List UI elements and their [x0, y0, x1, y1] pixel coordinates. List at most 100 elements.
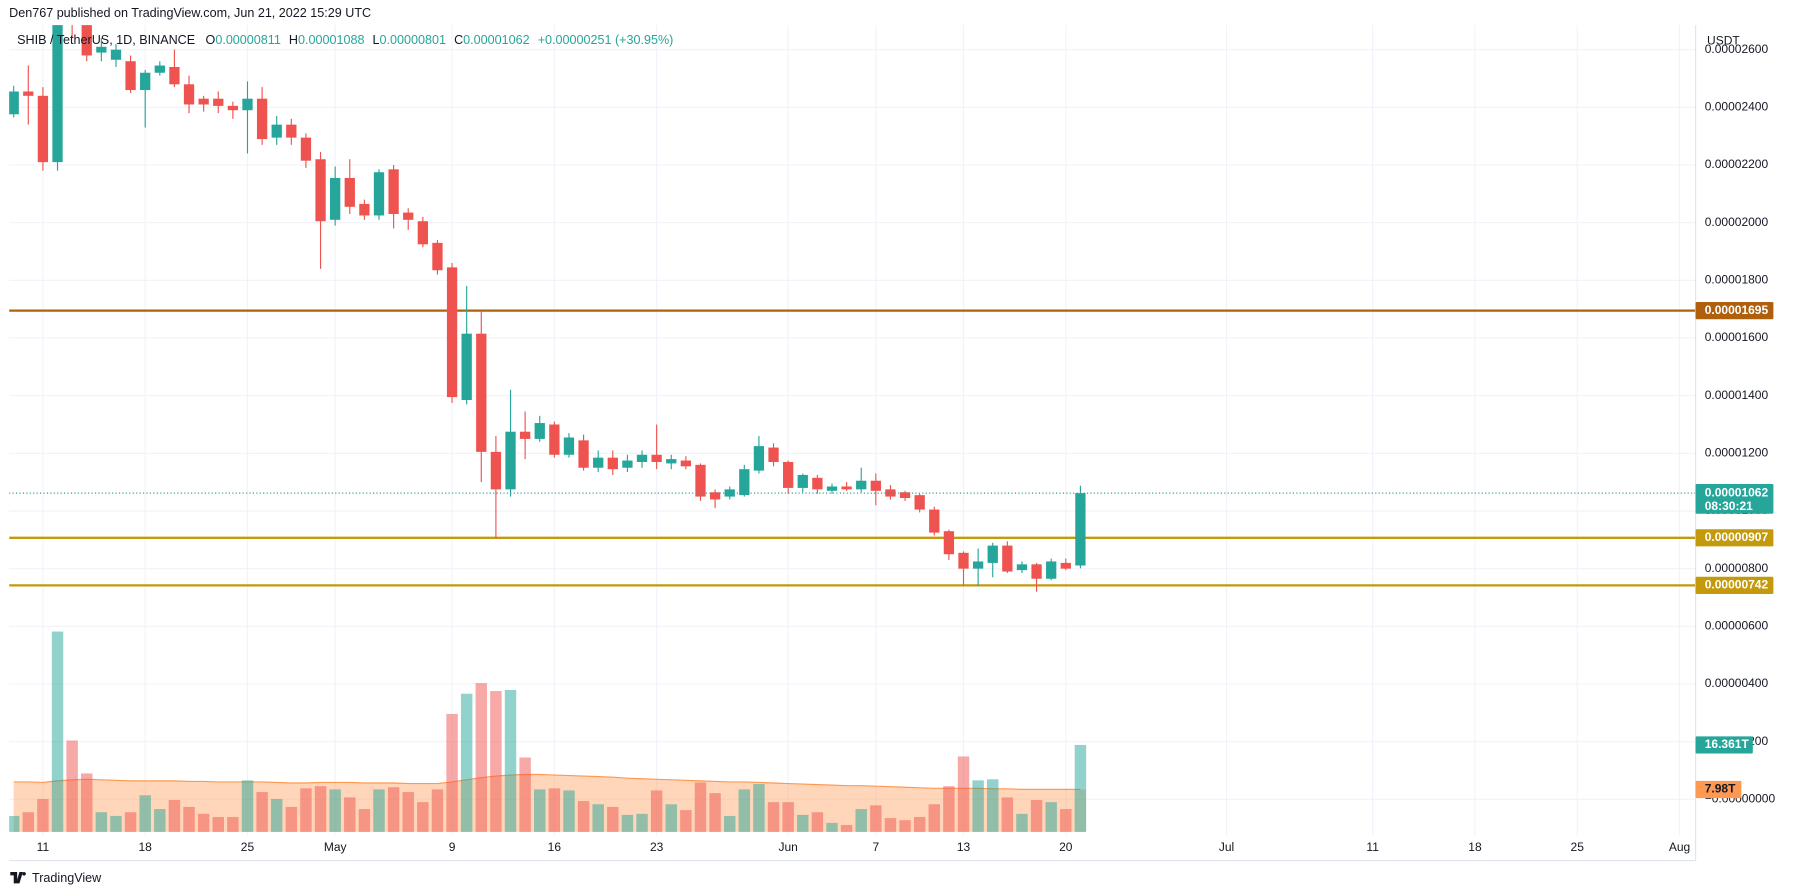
candle-body — [768, 447, 779, 462]
volume-ma-tag — [1695, 780, 1742, 799]
volume-bar — [680, 810, 692, 832]
candle-body — [593, 457, 604, 468]
volume-bar — [168, 800, 181, 832]
candle-body — [344, 177, 355, 207]
candle-body — [476, 333, 487, 452]
volume-bar — [1001, 797, 1014, 832]
x-tick-label: 25 — [1571, 840, 1585, 854]
volume-bar — [592, 804, 604, 832]
volume-bar — [840, 824, 853, 832]
y-tick-label: 0.00001200 — [1705, 445, 1769, 459]
axes: 11 18 25 May 9 16 23 Jun 7 13 20 Jul 11 18 25 Aug−0.000… — [37, 42, 1776, 854]
volume-bar — [431, 789, 444, 832]
candle-body — [1031, 564, 1042, 579]
volume-bar — [95, 812, 108, 832]
candle-body — [242, 98, 253, 111]
volume-tag — [1695, 736, 1753, 754]
x-tick-label: 11 — [1366, 840, 1379, 854]
price-pane — [9, 25, 1696, 592]
volume-bar — [314, 786, 327, 832]
volume-bar — [972, 780, 984, 832]
volume-pane — [9, 631, 1087, 832]
volume-bar — [183, 806, 195, 832]
volume-bar — [621, 814, 634, 832]
close-label: C — [454, 34, 463, 48]
volume-bar — [913, 817, 926, 832]
candle-body — [856, 480, 867, 490]
candle-body — [534, 423, 545, 439]
candle-body — [724, 489, 735, 497]
volume-bar — [387, 787, 400, 832]
volume-bar — [797, 814, 809, 832]
x-tick-label: 25 — [241, 840, 255, 854]
volume-bar — [22, 812, 35, 832]
volume-bar — [373, 789, 385, 832]
candle-body — [286, 124, 297, 138]
candle-body — [622, 460, 633, 468]
x-tick-label: 13 — [957, 840, 971, 854]
volume-bar — [855, 809, 867, 832]
volume-bar — [650, 790, 663, 832]
volume-bar — [139, 795, 151, 832]
volume-bar — [417, 802, 429, 832]
candle-body — [549, 424, 560, 455]
close-value: 0.00001062 — [463, 34, 529, 48]
candle-body — [417, 221, 428, 245]
candle-body — [563, 437, 575, 455]
volume-bar — [270, 798, 283, 832]
x-tick-label: Aug — [1669, 840, 1690, 854]
volume-bar — [197, 813, 210, 832]
high-label: H — [289, 34, 298, 48]
volume-bar — [154, 809, 166, 832]
candle-body — [140, 72, 151, 91]
candle-body — [169, 66, 180, 85]
high-value: 0.00001088 — [298, 34, 364, 48]
volume-bar — [1045, 802, 1057, 832]
candle-body — [666, 459, 677, 464]
volume-bar — [709, 793, 721, 832]
candle-body — [446, 267, 458, 398]
candle-body — [899, 492, 911, 499]
candle-body — [826, 486, 838, 491]
y-tick-label: 0.00002400 — [1705, 100, 1769, 114]
volume-bar — [884, 818, 897, 832]
candle-body — [943, 531, 955, 555]
volume-bar — [782, 802, 794, 832]
y-tick-label: 0.00000800 — [1705, 561, 1769, 575]
volume-bar — [534, 789, 546, 832]
volume-bar — [329, 789, 341, 832]
candle-body — [578, 440, 589, 468]
volume-bar — [548, 788, 561, 832]
volume-bar — [81, 773, 93, 832]
x-tick-label: Jun — [778, 840, 797, 854]
candle-body — [519, 431, 531, 439]
candle-body — [505, 431, 516, 490]
volume-bar — [767, 802, 780, 832]
candle-body — [183, 84, 195, 105]
candle-body — [96, 46, 107, 53]
volume-bar — [460, 693, 473, 832]
candle-body — [987, 545, 998, 563]
last-price-tag — [1695, 483, 1774, 514]
y-tick-label: 0.00002200 — [1705, 157, 1769, 171]
candle-body — [812, 477, 823, 490]
volume-bar — [665, 804, 677, 832]
x-tick-label: 16 — [548, 840, 562, 854]
x-tick-label: 23 — [650, 840, 664, 854]
candle-body — [9, 91, 19, 115]
candle-body — [929, 509, 940, 533]
volume-bar — [402, 792, 414, 832]
publisher: Den767 published on TradingView.com, Jun… — [9, 6, 371, 20]
candle-body — [797, 474, 808, 488]
x-tick-label: 20 — [1059, 840, 1073, 854]
volume-bar — [563, 790, 575, 832]
volume-bar — [928, 804, 941, 832]
volume-bar — [636, 813, 648, 832]
x-tick-label: 9 — [449, 840, 456, 854]
level-tag — [1695, 576, 1774, 594]
volume-bar — [1016, 813, 1028, 832]
x-tick-label: 7 — [872, 840, 879, 854]
last-price-label: 0.00001062 — [1705, 485, 1769, 499]
candle-body — [330, 177, 341, 220]
volume-bar — [124, 812, 137, 832]
